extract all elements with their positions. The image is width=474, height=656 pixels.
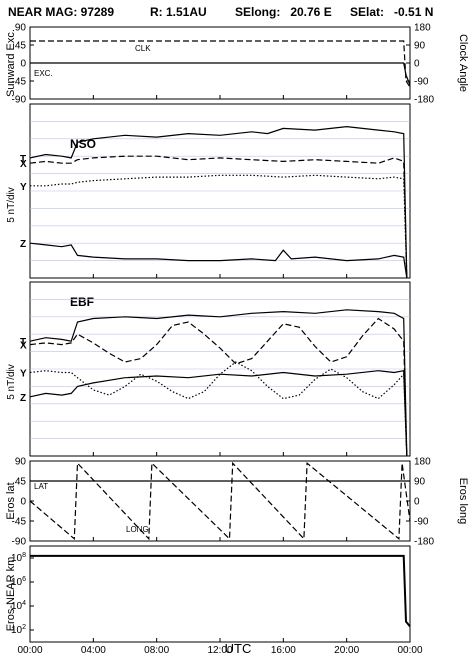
x-axis: 00:00 04:00 08:00 12:00 16:00 20:00 00:00 [17, 95, 423, 656]
trace-label-x: X [20, 341, 27, 352]
panel-ebf-series: TX Y Z [20, 309, 408, 457]
trace-label-y: Y [20, 182, 27, 193]
series-x [29, 317, 408, 457]
panel-distance: Eros-NEAR km 108 106 104 102 [5, 545, 411, 643]
panel-excursion-ticks: 90 180 45 90 0 0 -45 -90 -90 -180 [12, 23, 435, 106]
trace-label-x: X [20, 159, 27, 170]
x-tick-label: 00:00 [397, 645, 422, 656]
y-tick-label-right: 180 [414, 23, 431, 34]
y-tick-label-left: -90 [12, 537, 27, 548]
y-tick-label-left: 90 [15, 23, 27, 34]
series-clk [30, 40, 411, 88]
y-tick-label-right: 90 [414, 477, 426, 488]
series-y [30, 174, 408, 279]
y-tick-label-right: -90 [414, 517, 429, 528]
panel-nso-label: NSO [70, 137, 96, 151]
y-tick-label-left: 106 [11, 576, 26, 588]
panel-ebf: EBF 5 nT/div TX Y Z [6, 281, 411, 457]
y-tick-label-left: -90 [12, 95, 27, 106]
header-title: NEAR MAG: 97289 [8, 5, 114, 19]
panel-eros-latlong-ylabel-right: Eros long [457, 478, 469, 524]
y-tick-label-left: 102 [11, 624, 26, 636]
y-tick-label-right: 0 [414, 59, 420, 70]
x-tick-label: 16:00 [271, 645, 296, 656]
series-long [29, 461, 411, 541]
series-x [29, 155, 408, 279]
y-tick-label-left: -45 [12, 77, 27, 88]
annotation-lat: LAT [34, 482, 48, 491]
series-z [29, 242, 408, 279]
y-tick-label-left: 90 [15, 457, 27, 468]
x-tick-label: 08:00 [144, 645, 169, 656]
panel-excursion-ylabel-right: Clock Angle [457, 34, 469, 92]
trace-label-t: T [20, 154, 26, 165]
annotation-long: LONG [126, 525, 149, 534]
series-z [29, 369, 408, 457]
panel-excursion-ylabel-left: Sunward Exc. [5, 29, 17, 97]
x-tick-label: 20:00 [334, 645, 359, 656]
panel-distance-ylabel: Eros-NEAR km [5, 557, 17, 632]
trace-label-z: Z [20, 239, 26, 250]
panel-nso-ylabel: 5 nT/div [6, 187, 17, 223]
panel-eros-latlong: Eros lat Eros long LAT LONG 90 180 45 90 0 0 -… [5, 457, 469, 548]
panel-nso-series: TX Y Z [20, 125, 408, 279]
y-tick-label-right: -90 [414, 77, 429, 88]
y-tick-label-right: -180 [414, 537, 434, 548]
panel-distance-ticks: 108 106 104 102 [11, 552, 34, 636]
x-tick-label: 12:00 [207, 645, 232, 656]
series-eros-near-distance [30, 554, 411, 628]
x-tick-label: 00:00 [17, 645, 42, 656]
y-tick-label-left: 45 [15, 41, 27, 52]
panel-nso: NSO 5 nT/div TX Y Z [6, 103, 411, 279]
panel-distance-frame [29, 545, 411, 643]
panel-eros-latlong-ylabel-left: Eros lat [5, 482, 17, 519]
trace-label-z: Z [20, 393, 26, 404]
y-tick-label-left: 108 [11, 552, 26, 564]
panel-excursion-series [30, 40, 411, 88]
y-tick-label-right: 90 [414, 41, 426, 52]
annotation-clk: CLK [135, 44, 151, 53]
y-tick-label-left: 45 [15, 477, 27, 488]
panel-eros-latlong-series [29, 461, 411, 541]
x-axis-label: UTC [225, 641, 252, 656]
panel-ebf-ylabel: 5 nT/div [6, 364, 17, 400]
y-tick-label-left: 0 [20, 59, 26, 70]
panel-eros-latlong-ticks: 90 180 45 90 0 0 -45 -90 -90 -180 [12, 457, 435, 548]
y-tick-label-right: 180 [414, 457, 431, 468]
header-selat: SElat: -0.51 N [350, 5, 433, 19]
panel-ebf-label: EBF [70, 295, 94, 309]
y-tick-label-left: -45 [12, 517, 27, 528]
y-tick-label-right: 0 [414, 497, 420, 508]
y-tick-label-right: -180 [414, 95, 434, 106]
x-tick-label: 04:00 [81, 645, 106, 656]
panel-distance-series [30, 554, 411, 628]
series-y [29, 361, 408, 457]
trace-label-t: T [20, 337, 26, 348]
y-tick-label-left: 104 [11, 600, 26, 612]
header-selong: SElong: 20.76 E [235, 5, 332, 19]
series-t [29, 125, 408, 279]
trace-label-y: Y [20, 368, 27, 379]
panel-excursion: Sunward Exc. Clock Angle CLK EXC. 90 180 4… [5, 23, 469, 106]
header-range: R: 1.51AU [150, 5, 207, 19]
series-exc- [30, 62, 411, 86]
series-t [29, 309, 408, 457]
figure-header: NEAR MAG: 97289 R: 1.51AU SElong: 20.76 … [8, 5, 433, 19]
y-tick-label-left: 0 [20, 497, 26, 508]
annotation-exc: EXC. [34, 69, 53, 78]
